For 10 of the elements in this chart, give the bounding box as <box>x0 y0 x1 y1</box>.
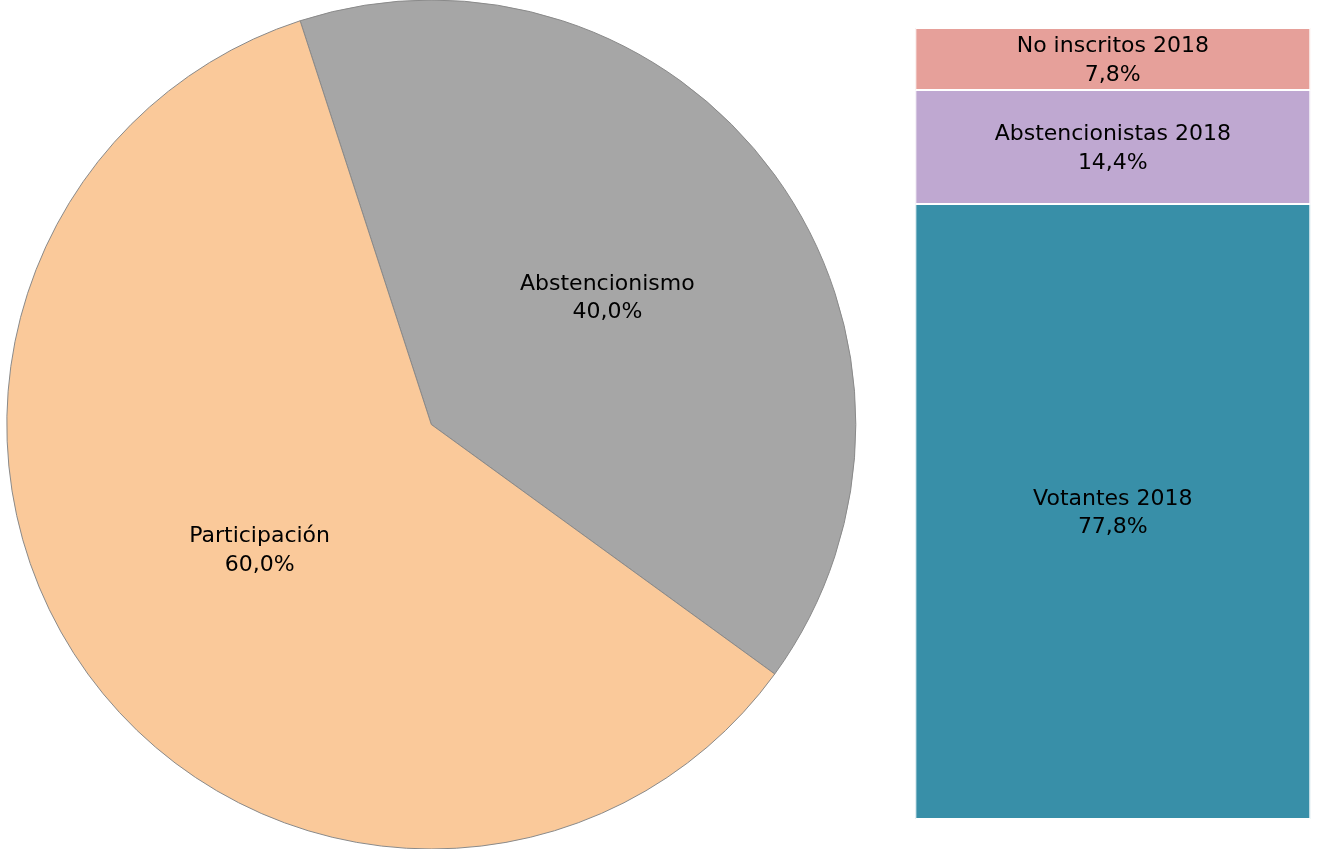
data-label: 77,8% <box>1077 513 1148 539</box>
slice-label: Participación <box>189 522 331 548</box>
data-label: 14,4% <box>1077 148 1148 174</box>
data-label: 7,8% <box>1084 60 1141 86</box>
data-label: 40,0% <box>572 298 643 324</box>
slice-label: Abstencionismo <box>520 269 695 295</box>
series-label: No inscritos 2018 <box>1016 32 1209 58</box>
data-label: 60,0% <box>224 551 295 577</box>
series-label: Abstencionistas 2018 <box>994 120 1231 146</box>
series-label: Votantes 2018 <box>1033 484 1193 510</box>
